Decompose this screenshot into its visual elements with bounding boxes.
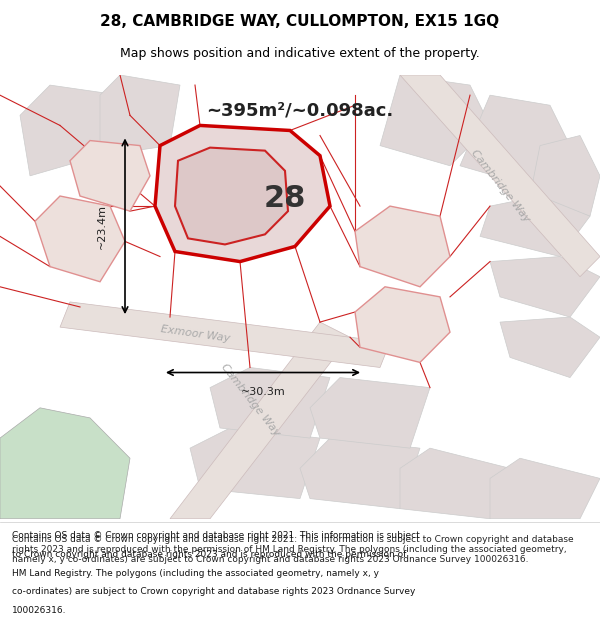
- Polygon shape: [490, 256, 600, 317]
- Polygon shape: [380, 75, 490, 166]
- Polygon shape: [170, 322, 350, 519]
- Text: ~30.3m: ~30.3m: [241, 387, 286, 397]
- Polygon shape: [0, 408, 130, 519]
- Polygon shape: [355, 287, 450, 362]
- Text: Cambridge Way: Cambridge Way: [219, 362, 281, 438]
- Polygon shape: [100, 75, 180, 156]
- Text: Map shows position and indicative extent of the property.: Map shows position and indicative extent…: [120, 48, 480, 61]
- Polygon shape: [310, 378, 430, 448]
- Polygon shape: [460, 95, 570, 186]
- Polygon shape: [175, 148, 288, 244]
- Polygon shape: [20, 85, 120, 176]
- Polygon shape: [490, 458, 600, 519]
- Text: 28, CAMBRIDGE WAY, CULLOMPTON, EX15 1GQ: 28, CAMBRIDGE WAY, CULLOMPTON, EX15 1GQ: [100, 14, 500, 29]
- Text: Exmoor Way: Exmoor Way: [160, 324, 230, 344]
- Polygon shape: [60, 302, 390, 368]
- Text: ~23.4m: ~23.4m: [97, 204, 107, 249]
- Polygon shape: [190, 428, 320, 499]
- Polygon shape: [35, 196, 125, 282]
- Polygon shape: [155, 126, 330, 262]
- Polygon shape: [300, 438, 420, 509]
- Text: Cambridge Way: Cambridge Way: [469, 148, 531, 224]
- Text: to Crown copyright and database rights 2023 and is reproduced with the permissio: to Crown copyright and database rights 2…: [12, 550, 406, 559]
- Polygon shape: [480, 196, 590, 256]
- Polygon shape: [70, 141, 150, 211]
- Text: 100026316.: 100026316.: [12, 606, 67, 615]
- Text: Contains OS data © Crown copyright and database right 2021. This information is : Contains OS data © Crown copyright and d…: [12, 531, 420, 541]
- Text: HM Land Registry. The polygons (including the associated geometry, namely x, y: HM Land Registry. The polygons (includin…: [12, 569, 379, 578]
- Text: 28: 28: [264, 184, 306, 213]
- Text: co-ordinates) are subject to Crown copyright and database rights 2023 Ordnance S: co-ordinates) are subject to Crown copyr…: [12, 588, 415, 596]
- Text: Contains OS data © Crown copyright and database right 2021. This information is : Contains OS data © Crown copyright and d…: [12, 534, 574, 564]
- Polygon shape: [400, 448, 510, 519]
- Polygon shape: [530, 136, 600, 216]
- Polygon shape: [500, 317, 600, 378]
- Polygon shape: [210, 368, 330, 438]
- Text: ~395m²/~0.098ac.: ~395m²/~0.098ac.: [206, 101, 394, 119]
- Polygon shape: [400, 75, 600, 277]
- Polygon shape: [355, 206, 450, 287]
